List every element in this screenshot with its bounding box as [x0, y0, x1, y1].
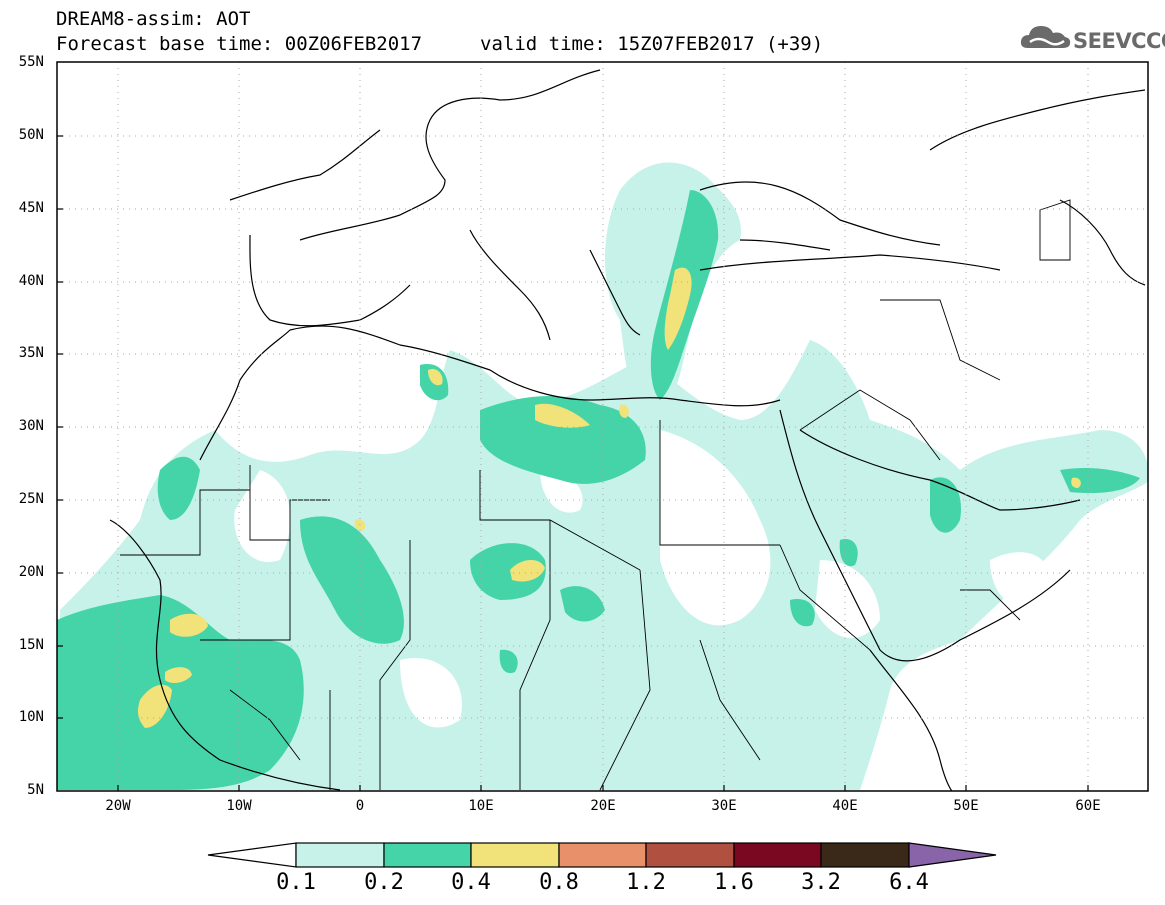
lat-label: 40N [18, 273, 44, 289]
lon-label: 30E [711, 798, 737, 814]
lat-label: 10N [18, 709, 44, 725]
logo-text: SEEVCCC [1073, 29, 1165, 53]
colorbar-label: 1.6 [714, 870, 754, 895]
lat-label: 5N [27, 782, 44, 798]
map-title: DREAM8-assim: AOT [56, 8, 251, 30]
lon-label: 10W [226, 798, 252, 814]
lon-label: 0 [355, 798, 365, 814]
lon-label: 10E [468, 798, 494, 814]
colorbar-label: 6.4 [889, 870, 929, 895]
colorbar-label: 0.1 [276, 870, 316, 895]
country-borders [120, 199, 1071, 791]
lon-label: 20W [105, 798, 131, 814]
base-time-label: Forecast base time: 00Z06FEB2017 [56, 33, 423, 55]
lon-label: 60E [1075, 798, 1101, 814]
aot-0.4-0.8-regions [137, 267, 1081, 728]
seevccc-logo: SEEVCCC [1018, 20, 1165, 60]
lat-label: 20N [18, 564, 44, 580]
lon-label: 20E [590, 798, 616, 814]
colorbar-label: 0.2 [364, 870, 404, 895]
forecast-base-time: Forecast base time: 00Z06FEB2017 valid ti… [56, 33, 823, 55]
valid-time-label: valid time: 15Z07FEB2017 (+39) [480, 33, 824, 55]
lon-label: 50E [953, 798, 979, 814]
lon-label: 40E [832, 798, 858, 814]
colorbar-label: 1.2 [626, 870, 666, 895]
colorbar-label: 3.2 [801, 870, 841, 895]
lat-label: 15N [18, 637, 44, 653]
axis-ticks [57, 135, 1089, 791]
lat-label: 35N [18, 345, 44, 361]
coastlines [109, 69, 1146, 791]
colorbar-label: 0.8 [539, 870, 579, 895]
lat-label: 55N [18, 54, 44, 70]
lat-label: 50N [18, 127, 44, 143]
lat-label: 25N [18, 491, 44, 507]
lat-label: 30N [18, 418, 44, 434]
lat-label: 45N [18, 200, 44, 216]
cloud-icon [1020, 26, 1071, 48]
colorbar-label: 0.4 [451, 870, 491, 895]
